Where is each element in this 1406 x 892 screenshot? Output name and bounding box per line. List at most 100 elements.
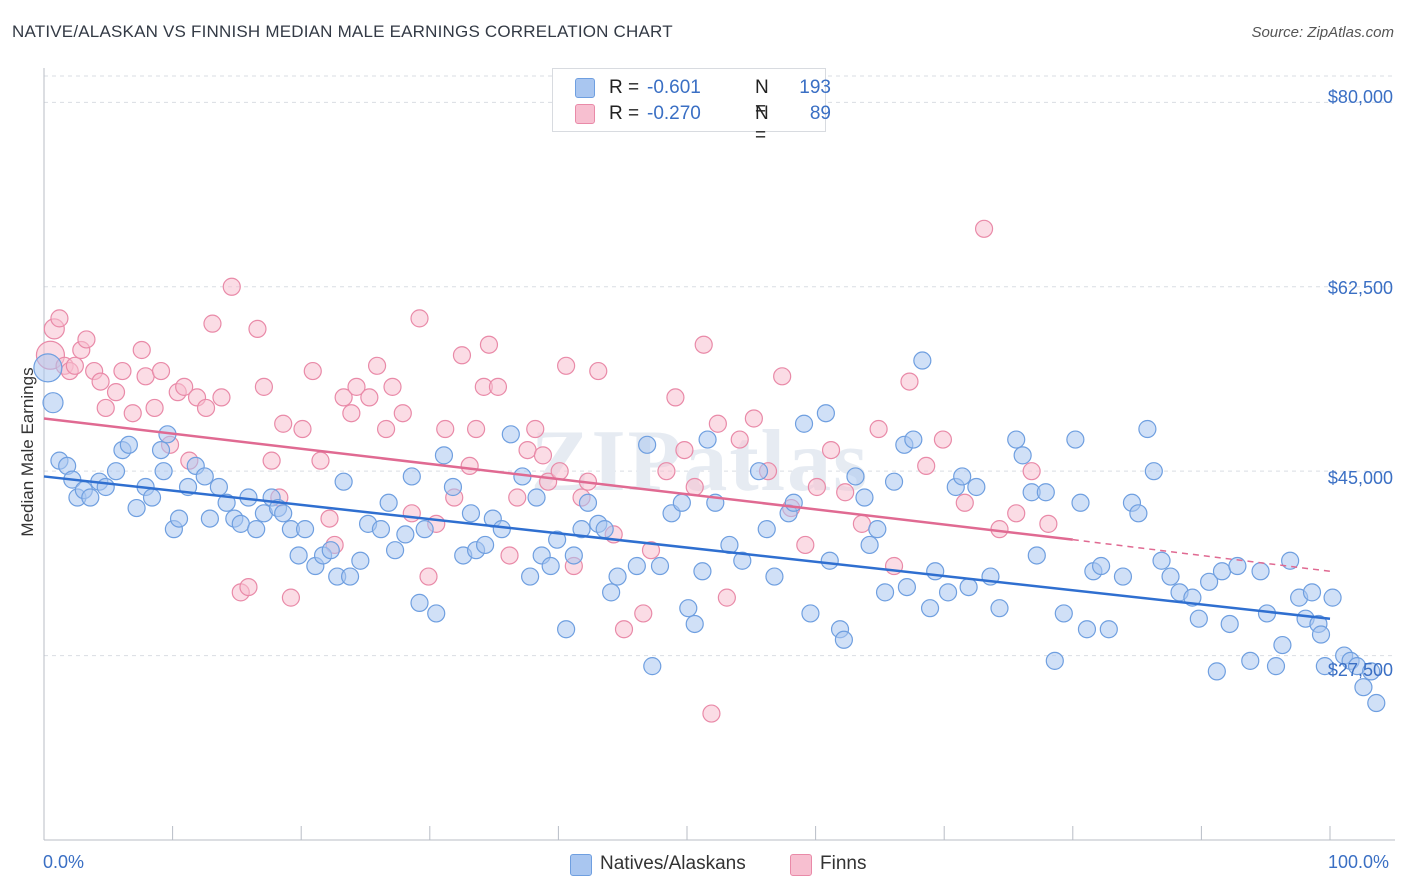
- native-point: [1251, 562, 1270, 581]
- finn-point: [132, 340, 151, 360]
- y-tick-label-62500: $62,500: [1327, 278, 1393, 298]
- finn-point: [360, 388, 379, 407]
- native-point: [1013, 446, 1032, 465]
- finn-point: [145, 398, 164, 418]
- finn-point: [744, 409, 763, 428]
- finn-point: [708, 414, 727, 433]
- finn-point: [274, 414, 293, 433]
- finn-point: [402, 504, 421, 523]
- native-point: [1212, 562, 1232, 581]
- finn-point: [460, 456, 479, 476]
- finn-point: [248, 319, 267, 339]
- native-point: [638, 435, 657, 454]
- native-point: [1045, 651, 1064, 670]
- native-point: [415, 520, 434, 539]
- finn-point: [557, 356, 576, 375]
- finn-point: [254, 377, 274, 396]
- native-point: [578, 493, 598, 512]
- legend-swatch-finns: [575, 104, 595, 124]
- native-point: [1071, 493, 1090, 512]
- native-point: [142, 488, 162, 507]
- native-point: [427, 604, 446, 623]
- legend-n-value: 193: [799, 77, 831, 98]
- native-point: [967, 477, 986, 497]
- finn-point: [311, 451, 330, 470]
- native-point: [289, 546, 308, 565]
- finn-point: [933, 430, 953, 449]
- native-point: [875, 583, 895, 602]
- native-point: [33, 353, 63, 383]
- finn-point: [836, 483, 855, 502]
- native-point: [247, 520, 266, 539]
- native-point: [195, 467, 214, 486]
- native-point: [1207, 662, 1226, 681]
- native-point: [492, 520, 511, 539]
- native-point: [1036, 483, 1055, 502]
- native-point: [938, 583, 958, 602]
- finn-point: [239, 577, 258, 597]
- legend-label-natives: Natives/Alaskans: [600, 853, 746, 874]
- x-tick-label-right: 100.0%: [1328, 852, 1390, 872]
- finn-point: [702, 704, 721, 723]
- native-point: [1367, 693, 1386, 713]
- native-point: [1152, 551, 1171, 570]
- native-point: [572, 520, 591, 539]
- legend-r-value: -0.270: [647, 103, 701, 124]
- finn-point: [900, 372, 919, 391]
- finn-point: [367, 356, 387, 375]
- native-point: [379, 493, 398, 512]
- trend-lines: [43, 417, 1331, 620]
- finn-point: [203, 314, 222, 333]
- native-point: [757, 520, 776, 539]
- native-point: [627, 556, 646, 576]
- native-point: [209, 477, 228, 497]
- native-point: [643, 657, 662, 676]
- finn-point: [151, 361, 171, 381]
- native-point: [860, 535, 879, 555]
- finn-point: [436, 419, 455, 439]
- finn-point: [452, 346, 472, 365]
- finn-point: [1039, 514, 1058, 533]
- finn-point: [50, 309, 69, 328]
- native-point: [1091, 556, 1111, 576]
- finn-point: [196, 398, 216, 418]
- finn-point: [796, 535, 815, 555]
- native-point: [913, 351, 932, 370]
- native-point: [990, 599, 1009, 618]
- native-point: [527, 488, 546, 507]
- finn-point: [717, 588, 736, 607]
- native-point: [698, 430, 717, 449]
- finn-point: [383, 377, 402, 396]
- native-point: [733, 551, 752, 570]
- native-point: [1241, 651, 1260, 670]
- finn-point: [376, 419, 396, 439]
- axes: [43, 68, 1395, 841]
- finn-point: [589, 361, 608, 381]
- native-point: [96, 477, 115, 497]
- finn-point: [974, 219, 994, 238]
- finn-point: [917, 456, 936, 476]
- native-point: [231, 514, 250, 533]
- native-point: [926, 562, 945, 581]
- y-axis-title: Median Male Earnings: [18, 367, 37, 537]
- finn-point: [685, 477, 704, 497]
- native-point: [1311, 625, 1331, 644]
- finn-point: [955, 493, 974, 512]
- finn-point: [666, 388, 685, 407]
- native-point: [340, 567, 360, 586]
- native-point: [608, 567, 627, 586]
- native-point: [274, 504, 293, 523]
- native-point: [816, 404, 835, 423]
- finn-point: [488, 377, 508, 396]
- grid-lines: [44, 75, 1395, 657]
- legend-swatch-finns: [790, 854, 812, 876]
- finn-point: [347, 377, 366, 396]
- correlation-legend: R = -0.601 N = 193 R = -0.270 N = 89: [552, 68, 831, 146]
- finn-point: [65, 356, 84, 375]
- native-point: [595, 520, 614, 539]
- finn-point: [222, 277, 241, 296]
- finn-point: [694, 335, 713, 354]
- native-point: [351, 551, 370, 570]
- native-point: [693, 562, 712, 581]
- native-point: [1228, 556, 1247, 576]
